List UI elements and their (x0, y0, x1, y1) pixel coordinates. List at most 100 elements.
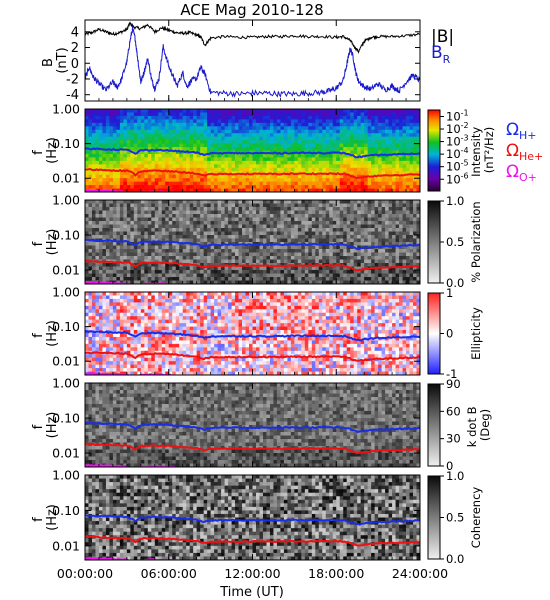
heatmap-cell (186, 235, 191, 239)
heatmap-cell (346, 167, 351, 172)
heatmap-cell (224, 147, 229, 151)
heatmap-cell (133, 164, 138, 169)
heatmap-cell (381, 210, 386, 215)
heatmap-cell (133, 112, 138, 117)
heatmap-cell (402, 115, 407, 120)
heatmap-cell (350, 164, 355, 169)
heatmap-cell (161, 167, 166, 172)
heatmap-cell (402, 140, 407, 145)
heatmap-cell (409, 210, 414, 215)
heatmap-cell (360, 122, 365, 127)
heatmap-cell (413, 221, 418, 225)
heatmap-cell (346, 122, 351, 127)
heatmap-cell (249, 109, 253, 113)
heatmap-cell (224, 214, 229, 218)
heatmap-cell (102, 242, 107, 246)
heatmap-cell (175, 273, 180, 278)
heatmap-cell (112, 119, 117, 124)
heatmap-cell (238, 214, 243, 218)
heatmap-cell (406, 119, 411, 124)
heatmap-cell (385, 214, 390, 218)
heatmap-cell (116, 343, 121, 348)
heatmap-cell (252, 167, 257, 172)
heatmap-cell (304, 207, 309, 211)
heatmap-cell (91, 242, 96, 246)
legend-omega-o-main: Ω (506, 162, 519, 182)
heatmap-cell (329, 188, 334, 192)
heatmap-cell (116, 228, 121, 232)
heatmap-cell (231, 109, 236, 113)
heatmap-cell (360, 112, 365, 117)
heatmap-cell (137, 280, 142, 284)
heatmap-cell (322, 115, 327, 120)
heatmap-cell (399, 167, 404, 172)
heatmap-cell (231, 273, 236, 278)
heatmap-cell (112, 181, 117, 186)
heatmap-cell (339, 174, 344, 179)
heatmap-cell (189, 256, 194, 260)
heatmap-cell (318, 270, 323, 274)
heatmap-cell (119, 214, 124, 218)
heatmap-cell (179, 109, 184, 113)
heatmap-cell (402, 273, 407, 278)
heatmap-cell (395, 115, 400, 120)
heatmap-cell (399, 249, 404, 253)
heatmap-cell (381, 133, 386, 138)
heatmap-cell (249, 280, 253, 284)
heatmap-cell (259, 167, 264, 172)
heatmap-cell (151, 214, 156, 218)
heatmap-cell (276, 112, 281, 117)
heatmap-cell (353, 224, 358, 229)
heatmap-cell (133, 129, 138, 134)
heatmap-cell (280, 150, 285, 155)
heatmap-cell (287, 174, 292, 179)
heatmap-cell (193, 280, 198, 284)
heatmap-cell (224, 273, 229, 278)
heatmap-cell (357, 217, 362, 222)
heatmap-cell (175, 129, 180, 134)
heatmap-cell (109, 181, 114, 186)
heatmap-cell (276, 228, 281, 232)
heatmap-cell (116, 224, 121, 229)
heatmap-cell (207, 115, 212, 120)
heatmap-cell (133, 263, 138, 267)
heatmap-cell (165, 207, 170, 211)
heatmap-cell (392, 115, 397, 120)
heatmap-cell (238, 207, 243, 211)
heatmap-cell (367, 178, 372, 183)
heatmap-cell (203, 185, 208, 190)
heatmap-cell (287, 224, 292, 229)
heatmap-cell (297, 164, 302, 169)
heatmap-cell (311, 115, 316, 120)
heatmap-cell (203, 252, 208, 257)
heatmap-cell (189, 153, 194, 158)
heatmap-cell (322, 178, 327, 183)
heatmap-cell (294, 122, 299, 127)
heatmap-cell (85, 174, 89, 179)
heatmap-cell (95, 309, 100, 314)
heatmap-cell (98, 214, 103, 218)
heatmap-cell (98, 295, 103, 300)
heatmap-cell (357, 136, 362, 141)
heatmap-cell (85, 150, 89, 155)
heatmap-cell (151, 126, 156, 131)
heatmap-cell (242, 224, 247, 229)
heatmap-cell (102, 343, 107, 348)
heatmap-cell (109, 357, 114, 362)
heatmap-cell (336, 259, 341, 264)
heatmap-cell (350, 280, 355, 284)
heatmap-cell (367, 126, 372, 131)
heatmap-cell (339, 270, 344, 274)
heatmap-cell (301, 181, 306, 186)
heatmap-cell (311, 221, 316, 225)
heatmap-cell (154, 228, 159, 232)
heatmap-cell (322, 157, 327, 162)
heatmap-cell (140, 200, 145, 204)
heatmap-cell (85, 354, 89, 359)
heatmap-cell (266, 256, 271, 260)
heatmap-cell (297, 126, 302, 131)
heatmap-cell (217, 109, 222, 113)
heatmap-cell (409, 245, 414, 250)
heatmap-cell (95, 217, 100, 222)
heatmap-cell (144, 273, 149, 278)
